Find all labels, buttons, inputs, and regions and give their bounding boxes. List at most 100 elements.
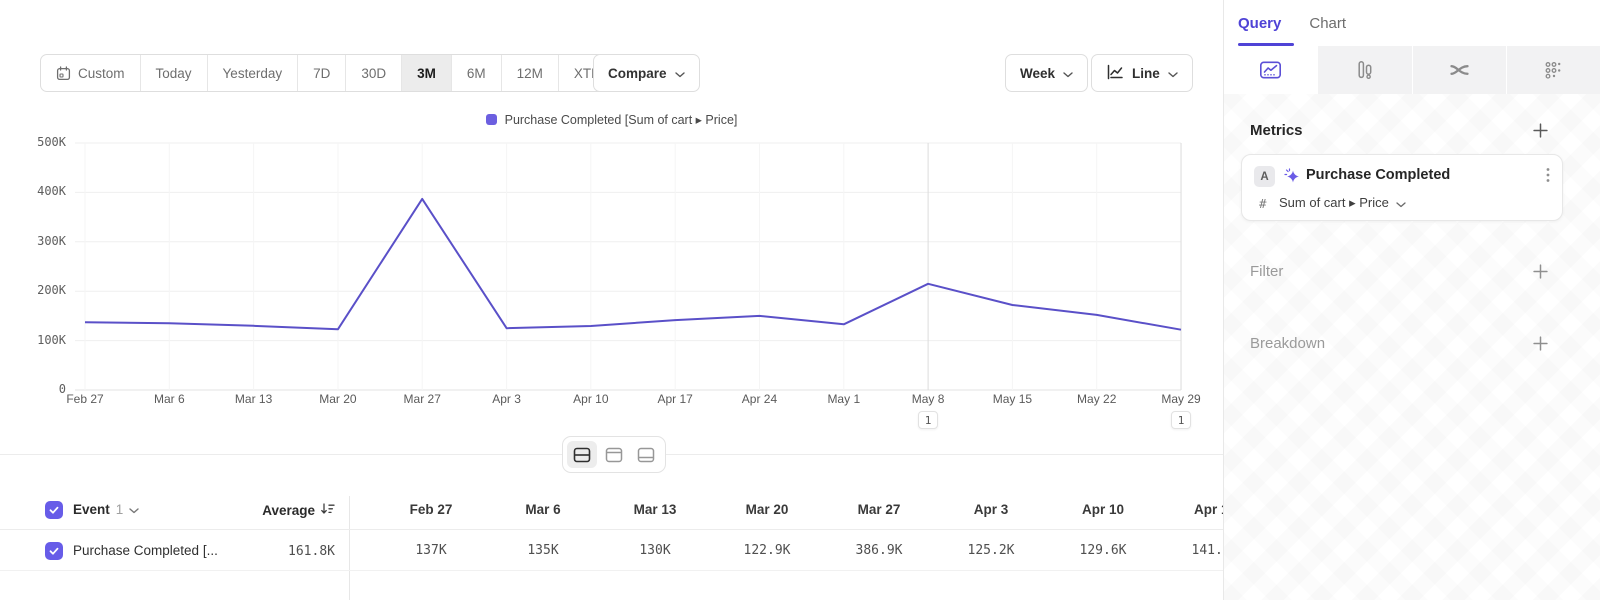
x-axis-label: Mar 6 [153,392,185,406]
line-chart-svg[interactable] [75,141,1183,391]
sidebar-content: Metrics A Purchase Completed # Sum of ca… [1224,94,1600,600]
y-axis-label: 100K [37,332,66,347]
range-button-30d[interactable]: 30D [345,55,401,91]
table-cell-value: 129.6K [1079,543,1127,558]
x-axis-label: May 29 [1161,392,1201,406]
row-event-name: Purchase Completed [... [73,543,218,558]
flow-chart-icon[interactable] [1411,46,1506,94]
table-cell-value: 122.9K [743,543,791,558]
range-label: 3M [417,65,436,81]
annotation-badge[interactable]: 1 [1171,411,1192,429]
chart-type-selector [1224,46,1600,94]
table-cell-value: 130K [639,543,671,558]
legend-swatch [485,114,497,125]
event-count: 1 [115,502,124,517]
event-column-header[interactable]: Event 1 [73,490,139,530]
range-button-custom[interactable]: Custom [41,55,140,91]
range-button-7d[interactable]: 7D [297,55,345,91]
metric-card[interactable]: A Purchase Completed # Sum of cart ▸ Pri… [1241,154,1563,221]
annotation-badge[interactable]: 1 [918,411,939,429]
x-axis-label: Mar 20 [319,392,357,406]
chart-only-view-button[interactable] [599,441,629,468]
y-axis-label: 400K [37,184,66,199]
table-date-header: Mar 13 [633,502,677,517]
chart: 500K 400K 300K 200K 100K 0 Feb 27 Mar 6 Mar 13 Ma… [37,135,1201,429]
y-axis-label: 200K [37,283,66,298]
aggregation-label: Sum of cart ▸ Price [1279,195,1389,210]
view-switcher [562,436,666,473]
y-axis-label: 300K [37,233,66,248]
range-label: 12M [516,65,543,81]
tab-query[interactable]: Query [1238,14,1282,32]
chart-style-label: Line [1132,65,1160,81]
y-axis-label: 0 [58,382,66,396]
add-breakdown-button[interactable] [1532,335,1548,351]
range-label: 7D [313,65,331,81]
table-date-header: Apr 17 [1193,502,1223,517]
range-button-3m[interactable]: 3M [401,55,451,91]
table-date-header: Mar 6 [525,502,561,517]
table-cell-value: 386.9K [855,543,903,558]
table-date-header: Mar 27 [857,502,901,517]
compare-button[interactable]: Compare [593,54,700,92]
breakdown-heading: Breakdown [1250,335,1326,352]
table-date-header: Mar 20 [745,502,789,517]
row-average-value: 161.8K [288,543,335,559]
range-button-6m[interactable]: 6M [450,55,501,91]
x-axis-label: May 1 [827,392,861,406]
active-tab-underline [1238,43,1294,46]
metric-name: Purchase Completed [1306,167,1451,183]
range-button-today[interactable]: Today [139,55,207,91]
row-checkbox[interactable] [45,542,63,560]
table-only-view-button[interactable] [631,441,661,468]
line-chart-icon[interactable] [1224,46,1318,94]
series-line [84,197,1182,331]
y-axis-label: 500K [37,135,66,149]
x-axis-label: May 8 [911,392,945,406]
chevron-down-icon [674,66,685,81]
bar-chart-icon[interactable] [1317,46,1412,94]
x-axis-label: Mar 13 [234,392,273,406]
results-table: Event 1 Average Feb 27 Mar 6 Mar 13 Mar 20 M… [0,490,1223,600]
range-button-yesterday[interactable]: Yesterday [206,55,298,91]
aggregation-selector[interactable]: Sum of cart ▸ Price [1279,195,1406,211]
tab-chart[interactable]: Chart [1309,14,1347,32]
date-range-group: Custom Today Yesterday 7D 30D 3M 6M 12M XTD [40,54,634,92]
legend-label: Purchase Completed [Sum of cart ▸ Price] [504,113,738,127]
numeric-type-icon: # [1259,196,1267,211]
filter-heading: Filter [1250,263,1284,280]
chart-style-button[interactable]: Line [1091,54,1193,92]
average-column-header[interactable]: Average [195,490,335,530]
chevron-down-icon [1063,66,1073,81]
range-label: 6M [466,65,486,81]
range-button-12m[interactable]: 12M [500,55,558,91]
x-axis-label: Apr 24 [741,392,778,406]
add-metric-button[interactable] [1532,122,1548,138]
table-cell-value: 137K [415,543,447,558]
sparkle-event-icon [1283,167,1301,190]
compare-label: Compare [608,65,667,81]
table-cell-value: 125.2K [967,543,1015,558]
query-sidebar: Query Chart Metrics A Purchase Completed [1223,0,1600,600]
kebab-menu-icon[interactable] [1546,167,1550,188]
x-axis-label: Apr 3 [492,392,521,406]
sidebar-tabs: Query Chart [1224,0,1600,46]
line-chart-icon [1106,64,1124,83]
split-view-button[interactable] [567,441,597,468]
table-cell-value: 135K [527,543,559,558]
metric-letter-badge: A [1254,166,1275,187]
granularity-button[interactable]: Week [1005,54,1089,92]
main-pane: Custom Today Yesterday 7D 30D 3M 6M 12M XTD Comp… [0,54,1223,600]
table-row[interactable]: Purchase Completed [... 161.8K 137K 135K 1… [0,531,1223,571]
scatter-chart-icon[interactable] [1505,46,1600,94]
select-all-checkbox[interactable] [45,501,63,519]
range-label: Yesterday [222,65,283,81]
sort-descending-icon [320,502,335,519]
average-label: Average [262,502,315,518]
row-date-values: 137K 135K 130K 122.9K 386.9K 125.2K 129.6K 141.… [375,531,1223,571]
add-filter-button[interactable] [1532,263,1548,279]
x-axis-label: May 22 [1077,392,1117,406]
table-date-header: Apr 10 [1081,502,1125,517]
chevron-down-icon [1168,66,1178,81]
range-label: 30D [361,65,387,81]
